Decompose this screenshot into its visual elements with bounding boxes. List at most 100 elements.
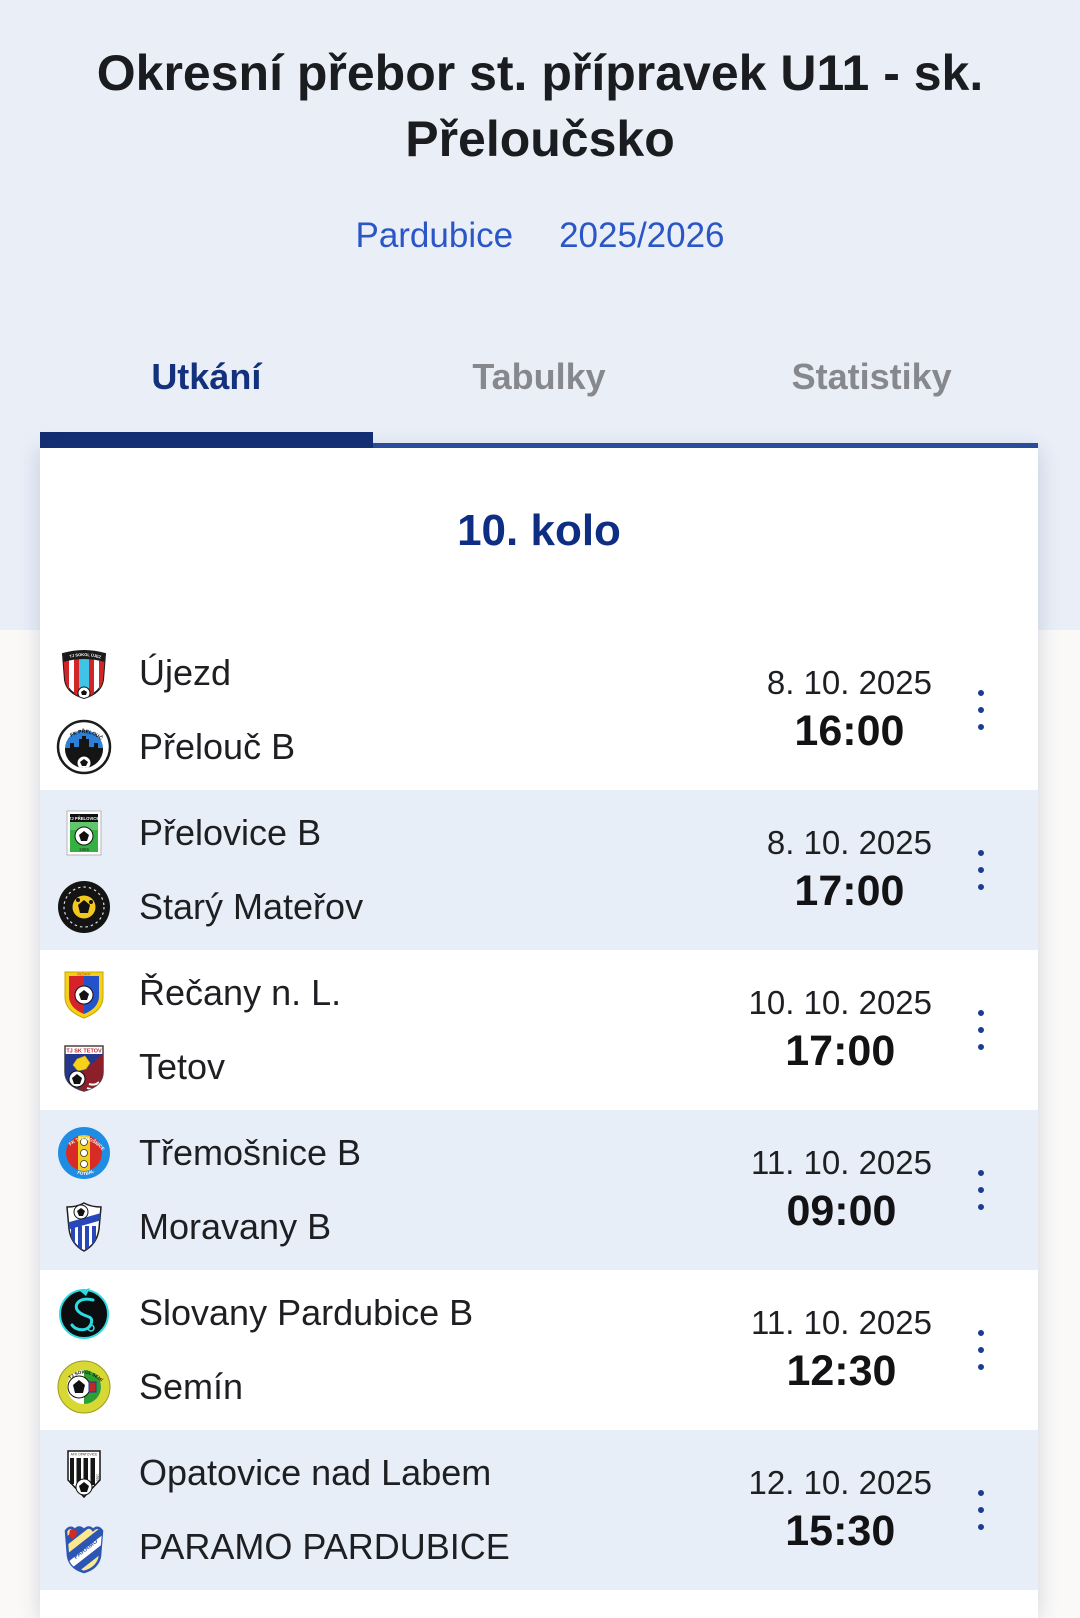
match-menu-button[interactable] <box>974 846 988 894</box>
kebab-dot-icon <box>978 884 984 890</box>
away-team-name: Semín <box>139 1366 244 1407</box>
match-date: 12. 10. 2025 <box>748 1464 933 1501</box>
away-team-name: PARAMO PARDUBICE <box>139 1526 510 1567</box>
match-date: 8. 10. 2025 <box>766 824 932 861</box>
match-info: 8. 10. 2025 16:00 <box>767 664 988 756</box>
home-team-line: Slovany Pardubice B <box>55 1276 473 1350</box>
match-time: 12:30 <box>786 1347 897 1395</box>
tab-statistiky[interactable]: Statistiky <box>705 356 1038 398</box>
team-logo-paramo-icon: PARAMO <box>55 1518 113 1576</box>
match-time: 17:00 <box>794 867 905 915</box>
match-list: TJ SOKOL ÚJEZD Újezd <box>40 630 1038 1590</box>
team-logo-opatovice-icon: AFK OPATOVICE 1926 <box>55 1444 113 1502</box>
match-date: 11. 10. 2025 <box>750 1304 932 1341</box>
teams-column: AFK OPATOVICE 1926 Opato <box>55 1436 510 1584</box>
home-team-line: TJ SOKOL ÚJEZD Újezd <box>55 636 295 710</box>
svg-text:FOTBAL: FOTBAL <box>77 1168 95 1176</box>
home-team-name: Přelovice B <box>139 812 322 853</box>
home-team-line: AFK OPATOVICE 1926 Opato <box>55 1436 510 1510</box>
match-time: 17:00 <box>785 1027 896 1075</box>
match-time: 09:00 <box>786 1187 897 1235</box>
home-team-line: TJ PŘELOVICE 1965 Přelovice B <box>55 796 363 870</box>
matches-card: 10. kolo <box>40 448 1038 1618</box>
away-team-name: Moravany B <box>139 1206 332 1247</box>
match-row[interactable]: Slovany Pardubice B <box>40 1270 1038 1430</box>
match-info: 11. 10. 2025 09:00 <box>751 1144 988 1236</box>
team-logo-semin-icon: TJ SOKOL SEMÍN <box>55 1358 113 1416</box>
svg-text:1926: 1926 <box>96 1474 100 1482</box>
match-info: 10. 10. 2025 17:00 <box>749 984 989 1076</box>
match-menu-button[interactable] <box>974 1006 988 1054</box>
kebab-dot-icon <box>978 724 984 730</box>
away-team-line: FK PŘELOUČ Přelouč B <box>55 710 295 784</box>
team-logo-slovany-icon <box>55 1284 113 1342</box>
kebab-dot-icon <box>978 1204 984 1210</box>
kebab-dot-icon <box>978 1347 984 1353</box>
team-logo-ujezd-icon: TJ SOKOL ÚJEZD <box>55 644 113 702</box>
team-logo-stary-materov-icon <box>55 878 113 936</box>
teams-column: TJ PŘELOVICE 1965 Přelovice B <box>55 796 363 944</box>
match-date: 10. 10. 2025 <box>748 984 933 1021</box>
away-team-line: TJ SOKOL SEMÍN Semín <box>55 1350 473 1424</box>
match-row[interactable]: TJ SOKOL ÚJEZD Újezd <box>40 630 1038 790</box>
match-datetime: 8. 10. 2025 17:00 <box>767 824 932 916</box>
away-team-name: Starý Mateřov <box>139 886 364 927</box>
svg-text:TJ PŘELOVICE: TJ PŘELOVICE <box>69 816 99 821</box>
away-team-name: Tetov <box>139 1046 226 1087</box>
match-menu-button[interactable] <box>974 686 988 734</box>
home-team-name: Opatovice nad Labem <box>139 1452 492 1493</box>
match-menu-button[interactable] <box>974 1326 988 1374</box>
match-row[interactable]: FK TŘEMOŠNICE FOTBAL Třemošnice B <box>40 1110 1038 1270</box>
region-selector[interactable]: Pardubice <box>355 216 514 255</box>
tab-underline <box>40 443 1038 448</box>
kebab-dot-icon <box>978 1044 984 1050</box>
svg-text:TJ SK TETOV: TJ SK TETOV <box>66 1049 102 1055</box>
away-team-name: Přelouč B <box>139 726 296 767</box>
away-team-line: TJ SK TETOV Tetov <box>55 1030 341 1104</box>
match-menu-button[interactable] <box>974 1486 988 1534</box>
match-info: 11. 10. 2025 12:30 <box>751 1304 988 1396</box>
match-row[interactable]: AFK OPATOVICE 1926 Opato <box>40 1430 1038 1590</box>
teams-column: Slovany Pardubice B <box>55 1276 473 1424</box>
tab-utkani[interactable]: Utkání <box>40 356 373 398</box>
match-info: 12. 10. 2025 15:30 <box>749 1464 989 1556</box>
team-logo-prelovice-icon: TJ PŘELOVICE 1965 <box>55 804 113 862</box>
match-time: 15:30 <box>785 1507 896 1555</box>
tab-tabulky[interactable]: Tabulky <box>373 356 706 398</box>
kebab-dot-icon <box>978 850 984 856</box>
match-row[interactable]: ŘEČANY Řečany n. L. TJ SK TETOV <box>40 950 1038 1110</box>
match-date: 11. 10. 2025 <box>750 1144 932 1181</box>
away-team-line: Moravany B <box>55 1190 361 1264</box>
tab-bar: Utkání Tabulky Statistiky <box>40 356 1038 398</box>
team-logo-tremosnice-icon: FK TŘEMOŠNICE FOTBAL <box>55 1124 113 1182</box>
team-logo-tetov-icon: TJ SK TETOV <box>55 1038 113 1096</box>
kebab-dot-icon <box>978 1187 984 1193</box>
kebab-dot-icon <box>978 1027 984 1033</box>
active-tab-indicator <box>40 432 373 448</box>
kebab-dot-icon <box>978 1170 984 1176</box>
kebab-dot-icon <box>978 1364 984 1370</box>
match-menu-button[interactable] <box>974 1166 988 1214</box>
match-row[interactable]: TJ PŘELOVICE 1965 Přelovice B <box>40 790 1038 950</box>
kebab-dot-icon <box>978 707 984 713</box>
svg-text:1965: 1965 <box>79 847 90 852</box>
kebab-dot-icon <box>978 1330 984 1336</box>
home-team-line: FK TŘEMOŠNICE FOTBAL Třemošnice B <box>55 1116 361 1190</box>
match-datetime: 8. 10. 2025 16:00 <box>767 664 932 756</box>
home-team-name: Řečany n. L. <box>139 972 342 1013</box>
home-team-name: Třemošnice B <box>139 1132 362 1173</box>
team-logo-recany-icon: ŘEČANY <box>55 964 113 1022</box>
svg-text:ŘEČANY: ŘEČANY <box>77 972 91 977</box>
season-selector[interactable]: 2025/2026 <box>559 216 725 255</box>
home-team-name: Újezd <box>139 652 232 693</box>
match-datetime: 10. 10. 2025 17:00 <box>749 984 933 1076</box>
match-datetime: 12. 10. 2025 15:30 <box>749 1464 933 1556</box>
team-logo-moravany-icon <box>55 1198 113 1256</box>
match-datetime: 11. 10. 2025 09:00 <box>751 1144 932 1236</box>
kebab-dot-icon <box>978 867 984 873</box>
teams-column: FK TŘEMOŠNICE FOTBAL Třemošnice B <box>55 1116 361 1264</box>
match-time: 16:00 <box>794 707 905 755</box>
away-team-line: PARAMO PARAMO PARDUBICE <box>55 1510 510 1584</box>
home-team-name: Slovany Pardubice B <box>139 1292 474 1333</box>
teams-column: ŘEČANY Řečany n. L. TJ SK TETOV <box>55 956 341 1104</box>
